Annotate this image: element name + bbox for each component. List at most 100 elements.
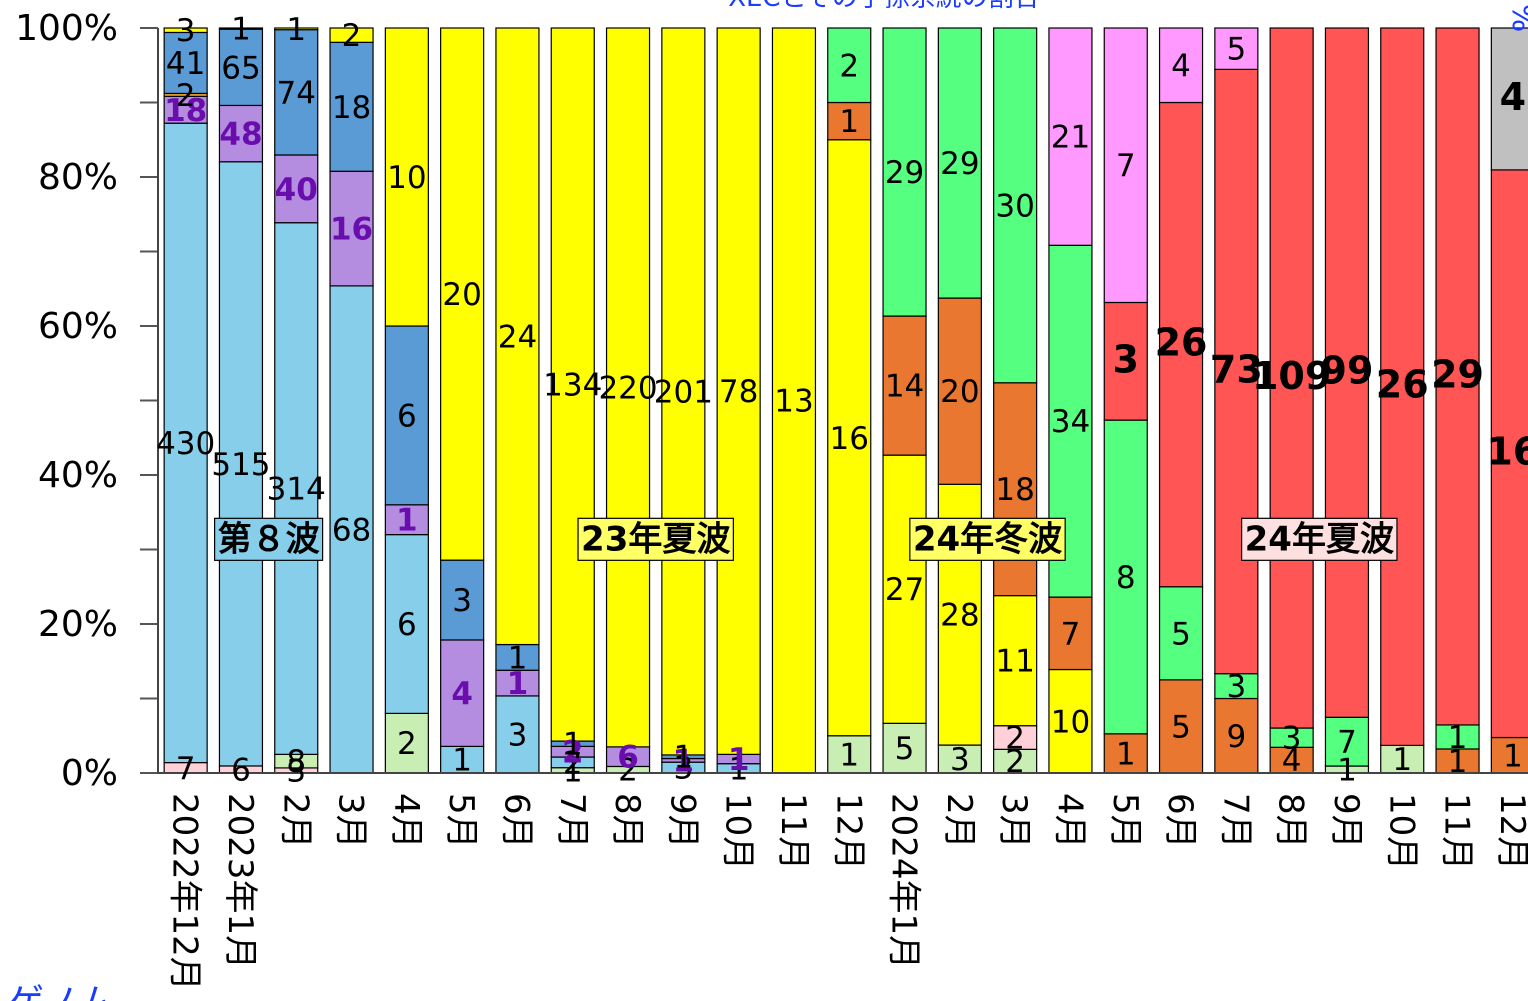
bar-segment	[1435, 724, 1480, 750]
bar-segment	[1380, 27, 1425, 747]
segment-value-label: 20	[940, 374, 979, 410]
x-tick-label: 6月	[1160, 793, 1200, 849]
segment-value-label: 5	[1226, 32, 1246, 68]
x-tick-label: 6月	[496, 793, 536, 849]
bar-segment	[716, 27, 761, 755]
segment-value-label: 27	[885, 572, 924, 608]
segment-value-label: 29	[1431, 352, 1484, 396]
y-tick-label: 20%	[38, 604, 118, 645]
segment-value-label: 4	[451, 676, 473, 712]
bar-segment	[937, 297, 982, 485]
bar-segment	[329, 41, 374, 172]
segment-value-label: 1	[728, 742, 750, 778]
bar-segment	[937, 744, 982, 774]
segment-value-label: 29	[940, 146, 979, 182]
bar-segment	[993, 27, 1038, 384]
segment-value-label: 26	[1155, 321, 1208, 365]
bar-segment	[495, 695, 540, 774]
x-tick-label: 12月	[1492, 793, 1528, 870]
segment-value-label: 2	[1005, 744, 1025, 780]
segment-value-label: 1	[396, 503, 418, 539]
bar-segment	[1324, 27, 1370, 718]
bar-segment	[827, 101, 872, 141]
bar-segment	[827, 27, 872, 104]
bar-segment	[550, 27, 595, 742]
segment-value-label: 18	[332, 90, 371, 126]
y-tick-label: 60%	[38, 306, 118, 347]
segment-value-label: 41	[166, 46, 205, 82]
segment-value-label: 2	[342, 18, 362, 54]
bar-segment	[329, 285, 374, 774]
bar-segment	[274, 29, 319, 156]
segment-value-label: 1	[1337, 753, 1357, 789]
wave-label-box	[577, 517, 734, 561]
bar-segment	[882, 27, 927, 317]
segment-value-label: 515	[211, 447, 270, 483]
segment-value-label: 3	[1282, 721, 1302, 757]
bar-segment	[218, 27, 264, 30]
segment-value-label: 109	[1252, 354, 1331, 398]
bar-segment	[163, 31, 208, 95]
x-tick-label: 10月	[718, 793, 758, 870]
bar-segment	[1214, 27, 1259, 70]
segment-value-label: 5	[1171, 616, 1191, 652]
segment-value-label: 18	[995, 472, 1034, 508]
segment-value-label: 1	[673, 740, 693, 776]
segment-value-label: 8	[286, 744, 306, 780]
bar-segment	[163, 122, 208, 764]
bar-segment	[1490, 27, 1528, 171]
bar-segment	[384, 325, 429, 506]
segment-value-label: 7	[1061, 616, 1081, 652]
segment-value-label: 3	[176, 13, 196, 49]
segment-value-label: 30	[995, 188, 1034, 224]
segment-value-label: 201	[654, 374, 713, 410]
wave-label-box	[909, 517, 1066, 561]
y-tick-label: 100%	[15, 8, 118, 49]
segment-value-label: 1	[231, 12, 251, 48]
segment-value-label: 4	[1282, 743, 1302, 779]
segment-value-label: 13	[774, 384, 813, 420]
bar-segment	[218, 104, 264, 163]
x-tick-label: 2024年1月	[884, 793, 924, 969]
x-tick-label: 2022年12月	[165, 793, 205, 991]
x-tick-label: 9月	[1326, 793, 1366, 849]
x-tick-label: 8月	[1271, 793, 1311, 849]
segment-value-label: 14	[885, 369, 924, 405]
segment-value-label: 2	[176, 78, 196, 114]
segment-value-label: 2	[563, 745, 583, 781]
segment-value-label: 16	[830, 421, 869, 457]
wave-label: 23年夏波	[581, 519, 730, 559]
segment-value-label: 1	[839, 104, 859, 140]
bar-segment	[661, 27, 706, 756]
segment-value-label: 1	[1503, 738, 1523, 774]
bar-segment	[384, 27, 429, 327]
y-tick-label: 80%	[38, 157, 118, 198]
segment-value-label: 1	[1392, 742, 1412, 778]
segment-value-label: 34	[1051, 404, 1090, 440]
segment-value-label: 1	[286, 12, 306, 48]
segment-value-label: 29	[885, 155, 924, 191]
y-tick-label: 0%	[61, 753, 118, 794]
segment-value-label: 6	[231, 752, 251, 788]
segment-value-label: 8	[1116, 560, 1136, 596]
segment-value-label: 7	[1116, 148, 1136, 184]
segment-value-label: 18	[164, 93, 207, 129]
segment-value-label: 73	[1210, 348, 1263, 392]
segment-value-label: 1	[673, 743, 695, 779]
segment-value-label: 3	[286, 753, 306, 789]
bar-segment	[1103, 301, 1148, 421]
bar-segment	[1048, 27, 1093, 246]
segment-value-label: 2	[397, 726, 417, 762]
bar-segment	[1214, 673, 1259, 700]
segment-value-label: 3	[950, 742, 970, 778]
segment-value-label: 7	[1337, 725, 1357, 761]
segment-value-label: 3	[673, 751, 693, 787]
bar-segment	[1435, 27, 1480, 726]
x-tick-label: 9月	[662, 793, 702, 849]
segment-value-label: 24	[498, 319, 537, 355]
x-tick-label: 2023年1月	[220, 793, 260, 969]
x-tick-label: 10月	[1381, 793, 1421, 870]
segment-value-label: 4	[1171, 48, 1191, 84]
segment-value-label: 20	[442, 277, 481, 313]
segment-value-label: 74	[277, 75, 316, 111]
